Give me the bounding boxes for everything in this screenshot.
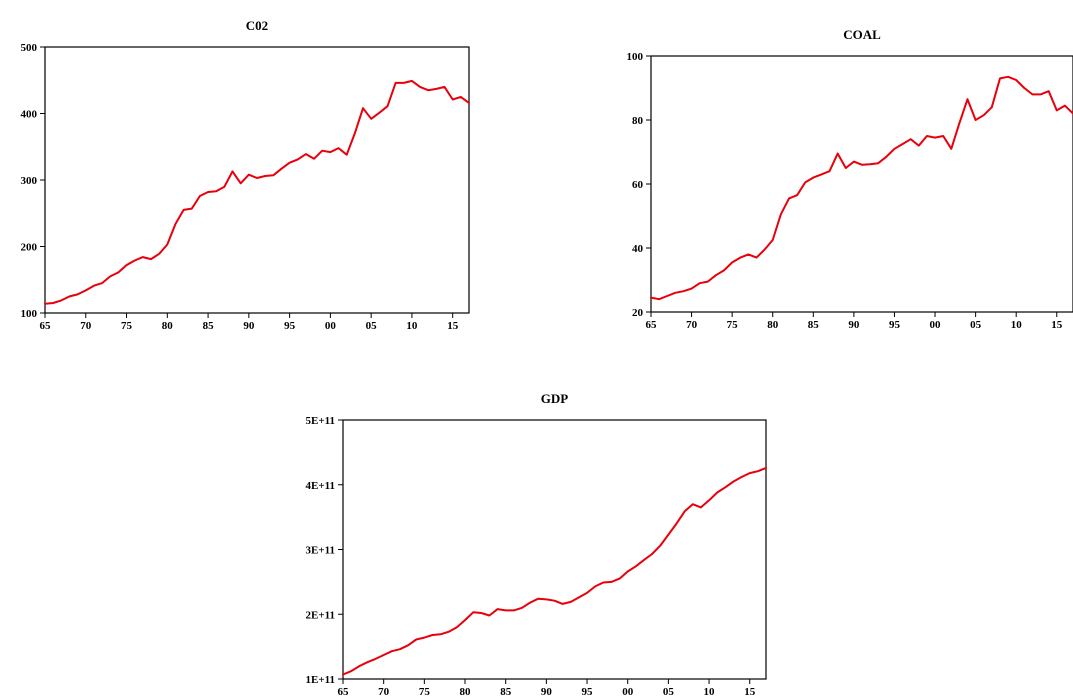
- c02-x-tick-label: 70: [80, 320, 92, 332]
- c02-x-tick-label: 15: [447, 320, 459, 332]
- c02-x-tick-label: 05: [366, 320, 378, 332]
- c02-x-tick-label: 95: [284, 320, 296, 332]
- coal-y-tick-label: 100: [627, 51, 644, 63]
- co2-chart: C02 65 70 75 80 85 90 95 00 05 10 15 100 200 300 400 500: [21, 18, 470, 332]
- c02-x-tick-label: 00: [325, 320, 337, 332]
- c02-x-tick-label: 10: [406, 320, 418, 332]
- c02-x-tick-label: 85: [203, 320, 215, 332]
- gdp-x-tick-label: 85: [500, 686, 512, 698]
- c02-x-tick-label: 65: [40, 320, 52, 332]
- gdp-x-tick-label: 65: [338, 686, 350, 698]
- gdp-y-tick-label: 4E+11: [306, 480, 336, 492]
- gdp-y-tick-label: 1E+11: [306, 674, 336, 686]
- c02-y-tick-label: 100: [21, 308, 38, 320]
- gdp-title: GDP: [541, 391, 569, 406]
- gdp-x-tick-label: 15: [744, 686, 756, 698]
- coal-chart: COAL 65 70 75 80 85 90 95 00 05 10 15 20 40 60 80 100: [627, 27, 1073, 331]
- coal-x-tick-label: 15: [1051, 319, 1063, 331]
- gdp-x-tick-label: 10: [704, 686, 716, 698]
- c02-x-tick-label: 80: [162, 320, 174, 332]
- coal-x-tick-label: 70: [686, 319, 698, 331]
- c02-y-tick-label: 400: [21, 109, 38, 121]
- gdp-x-tick-label: 80: [460, 686, 472, 698]
- coal-x-tick-label: 05: [970, 319, 982, 331]
- coal-y-tick-label: 80: [632, 115, 644, 127]
- gdp-x-tick-label: 00: [622, 686, 634, 698]
- c02-y-tick-label: 200: [21, 242, 38, 254]
- coal-x-tick-label: 95: [889, 319, 901, 331]
- coal-x-tick-label: 10: [1011, 319, 1023, 331]
- gdp-x-tick-label: 90: [541, 686, 553, 698]
- c02-x-tick-label: 90: [243, 320, 255, 332]
- gdp-y-tick-label: 3E+11: [306, 545, 336, 557]
- c02-x-tick-label: 75: [121, 320, 133, 332]
- gdp-x-tick-label: 70: [378, 686, 390, 698]
- c02-title: C02: [246, 18, 268, 33]
- c02-plot-frame: [44, 46, 470, 314]
- gdp-chart: GDP 65 70 75 80 85 90 95 00 05 10 15 1E+11 2E+11 3E+11…: [306, 391, 767, 698]
- coal-x-tick-label: 00: [930, 319, 942, 331]
- c02-series-line: [44, 79, 470, 305]
- coal-x-tick-label: 75: [727, 319, 739, 331]
- c02-y-tick-label: 300: [21, 175, 38, 187]
- coal-x-tick-label: 85: [808, 319, 820, 331]
- coal-y-tick-label: 60: [632, 179, 644, 191]
- gdp-x-tick-label: 75: [419, 686, 431, 698]
- gdp-y-tick-label: 5E+11: [306, 415, 336, 427]
- gdp-series-line: [342, 466, 767, 676]
- coal-x-tick-label: 65: [646, 319, 658, 331]
- coal-x-tick-label: 90: [848, 319, 860, 331]
- c02-y-tick-label: 500: [21, 42, 38, 54]
- gdp-x-tick-label: 95: [582, 686, 594, 698]
- coal-x-tick-label: 80: [767, 319, 779, 331]
- gdp-plot-frame: [342, 419, 767, 680]
- coal-y-tick-label: 20: [632, 307, 644, 319]
- gdp-x-tick-label: 05: [663, 686, 675, 698]
- coal-series-line: [650, 75, 1073, 301]
- gdp-y-tick-label: 2E+11: [306, 609, 336, 621]
- coal-y-tick-label: 40: [632, 243, 644, 255]
- coal-plot-frame: [650, 55, 1073, 313]
- coal-title: COAL: [843, 27, 881, 42]
